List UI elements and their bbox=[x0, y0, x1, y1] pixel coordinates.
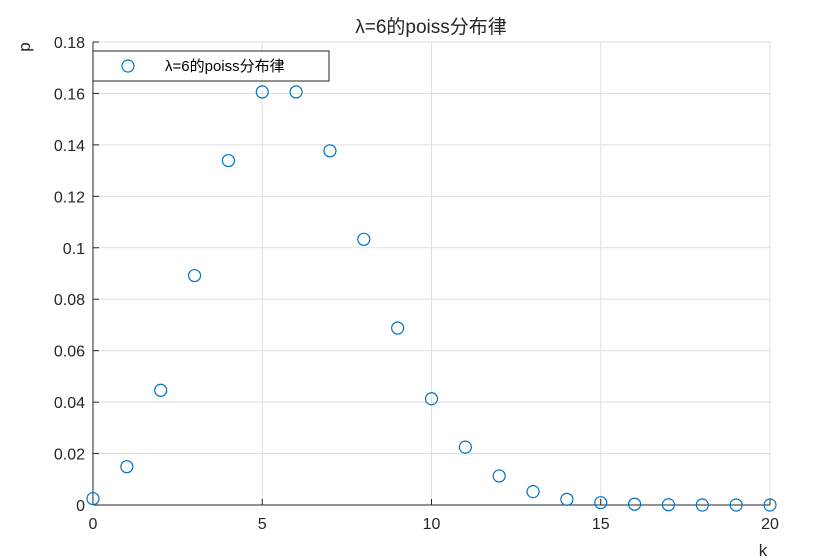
data-point bbox=[221, 153, 235, 168]
data-point bbox=[86, 491, 100, 506]
data-point bbox=[729, 498, 743, 512]
data-points bbox=[86, 85, 777, 512]
y-axis-label: p bbox=[15, 42, 34, 51]
legend-label: λ=6的poiss分布律 bbox=[165, 58, 285, 75]
data-point bbox=[492, 469, 506, 483]
chart-title: λ=6的poiss分布律 bbox=[355, 16, 507, 38]
axes bbox=[92, 41, 771, 506]
legend-marker bbox=[121, 59, 135, 73]
data-point bbox=[661, 498, 676, 512]
data-point bbox=[154, 383, 168, 397]
grid-lines bbox=[92, 41, 771, 506]
data-point bbox=[187, 268, 202, 283]
legend-box bbox=[92, 50, 330, 82]
data-point bbox=[289, 85, 303, 99]
y-tick-label: 0.02 bbox=[54, 447, 85, 464]
data-point bbox=[255, 85, 269, 99]
x-tick-label: 10 bbox=[423, 516, 441, 533]
y-tick-label: 0.1 bbox=[63, 241, 85, 258]
data-point bbox=[594, 496, 608, 510]
data-point bbox=[458, 440, 472, 454]
data-point bbox=[763, 498, 777, 512]
y-tick-label: 0.04 bbox=[54, 395, 85, 412]
data-point bbox=[357, 232, 371, 246]
y-tick-label: 0.06 bbox=[54, 344, 85, 361]
data-point bbox=[323, 144, 337, 158]
y-tick-label: 0.18 bbox=[54, 35, 85, 52]
data-point bbox=[695, 498, 709, 512]
data-point bbox=[526, 485, 540, 499]
legend: λ=6的poiss分布律 bbox=[92, 50, 330, 82]
x-tick-label: 5 bbox=[258, 516, 267, 533]
data-point bbox=[627, 497, 642, 511]
x-tick-label: 0 bbox=[89, 516, 98, 533]
x-tick-label: 20 bbox=[761, 516, 779, 533]
y-tick-label: 0.08 bbox=[54, 292, 85, 309]
data-point bbox=[424, 392, 439, 406]
x-axis-label: k bbox=[759, 541, 768, 560]
y-tick-label: 0.14 bbox=[54, 138, 85, 155]
data-point bbox=[120, 460, 134, 474]
data-point bbox=[560, 492, 574, 506]
data-point bbox=[391, 321, 405, 335]
y-tick-label: 0 bbox=[76, 498, 85, 515]
y-tick-label: 0.12 bbox=[54, 189, 85, 206]
y-tick-label: 0.16 bbox=[54, 86, 85, 103]
tick-labels: 0 5 10 15 20 0 0.02 0.04 0.06 0.08 0.1 0.12 0.14 0.16… bbox=[54, 35, 779, 533]
x-tick-label: 15 bbox=[592, 516, 610, 533]
